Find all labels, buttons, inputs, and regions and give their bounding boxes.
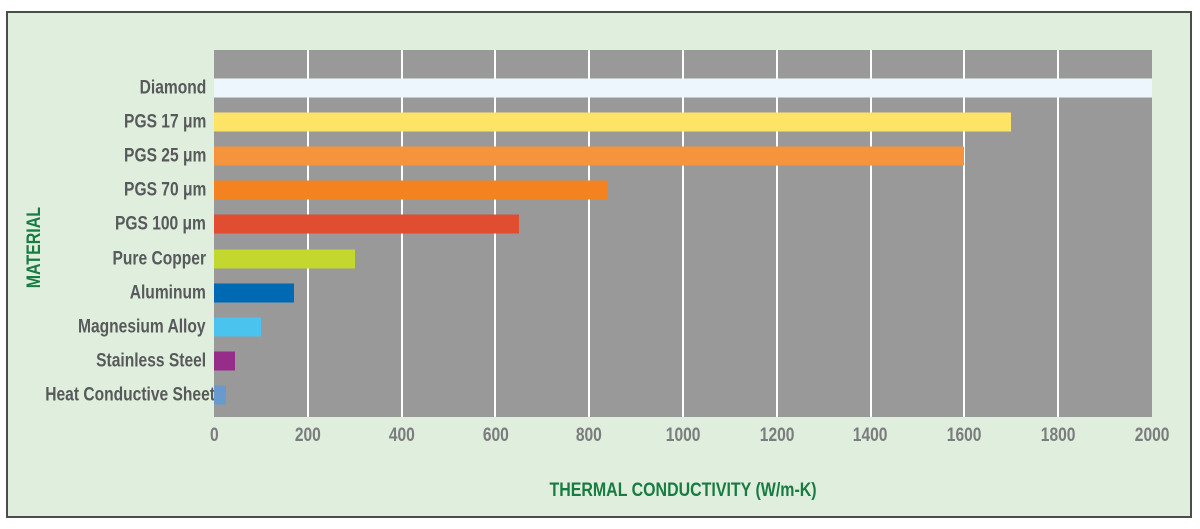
tick-label-text: 400 <box>388 425 415 446</box>
bar-row: PGS 100 μm <box>8 207 1152 241</box>
category-label: PGS 100 μm <box>8 215 206 234</box>
tick-label-text: 1400 <box>853 425 888 446</box>
category-label: Heat Conductive Sheet <box>8 385 215 404</box>
x-axis-ticks: 0 200 400 600 800 1000 1200 1400 1600 1800 2000 <box>8 425 1194 449</box>
bar-row: Pure Copper <box>8 241 1152 275</box>
bar-row: Magnesium Alloy <box>8 310 1152 344</box>
tick-label-text: 1000 <box>665 425 701 446</box>
bar <box>214 385 226 405</box>
bar <box>214 283 294 303</box>
bar-row: Diamond <box>8 71 1152 105</box>
bar-row: Stainless Steel <box>8 344 1152 378</box>
tick-label-text: 1200 <box>759 425 795 446</box>
category-label: PGS 70 μm <box>8 181 206 200</box>
tick-label-text: 800 <box>576 425 603 446</box>
bar <box>214 317 261 337</box>
category-label-text: PGS 70 μm <box>123 179 206 201</box>
tick-label: 1600 <box>919 425 1009 447</box>
bar-row: PGS 25 μm <box>8 139 1152 173</box>
gridline-1400 <box>869 50 872 417</box>
category-label-text: Aluminum <box>129 282 206 304</box>
gridline-1200 <box>775 50 778 417</box>
tick-label: 1800 <box>1013 425 1103 447</box>
tick-label-text: 1800 <box>1040 425 1076 446</box>
category-label: Diamond <box>8 79 206 98</box>
tick-label-text: 2000 <box>1134 425 1170 446</box>
tick-label-text: 200 <box>294 425 321 446</box>
category-label: Stainless Steel <box>8 351 206 370</box>
bar-row: PGS 70 μm <box>8 173 1152 207</box>
category-label-text: PGS 100 μm <box>115 213 206 235</box>
category-label: PGS 25 μm <box>8 147 206 166</box>
bar <box>214 249 355 269</box>
bar <box>214 351 236 371</box>
tick-label: 1200 <box>732 425 822 447</box>
category-label-text: PGS 17 μm <box>123 111 206 133</box>
category-label-text: Stainless Steel <box>96 350 206 372</box>
tick-label: 200 <box>263 425 353 447</box>
gridline-800 <box>588 50 591 417</box>
bar-rows: Diamond PGS 17 μm PGS 25 μm PGS 70 μm PGS 10… <box>8 50 1152 417</box>
tick-label-text: 600 <box>482 425 509 446</box>
tick-label: 1000 <box>638 425 728 447</box>
category-label-text: Pure Copper <box>112 248 206 270</box>
tick-label: 800 <box>544 425 634 447</box>
x-axis-title: THERMAL CONDUCTIVITY (W/m-K) <box>443 480 923 502</box>
x-axis-title-text: THERMAL CONDUCTIVITY (W/m-K) <box>549 480 817 501</box>
bar <box>214 214 519 234</box>
category-label-text: Diamond <box>139 77 206 99</box>
tick-label: 400 <box>357 425 447 447</box>
bar-row: Heat Conductive Sheet <box>8 378 1152 412</box>
chart-body: Diamond PGS 17 μm PGS 25 μm PGS 70 μm PGS 10… <box>8 50 1152 417</box>
tick-label-text: 0 <box>209 425 219 446</box>
gridline-1600 <box>963 50 966 417</box>
tick-label: 2000 <box>1107 425 1197 447</box>
bar <box>214 146 965 166</box>
category-label: Pure Copper <box>8 249 206 268</box>
chart-panel: MATERIAL Diamond PGS 17 μm PGS 25 μm PGS 70… <box>6 11 1192 518</box>
bar-row: Aluminum <box>8 276 1152 310</box>
category-label: PGS 17 μm <box>8 113 206 132</box>
category-label: Aluminum <box>8 283 206 302</box>
gridline-1000 <box>682 50 684 417</box>
bar <box>214 78 1152 98</box>
bar <box>214 180 608 200</box>
tick-label-text: 1600 <box>947 425 982 446</box>
category-label-text: Heat Conductive Sheet <box>45 384 215 406</box>
tick-label: 1400 <box>826 425 916 447</box>
category-label: Magnesium Alloy <box>8 317 206 336</box>
category-label-text: Magnesium Alloy <box>78 316 206 338</box>
bar-row: PGS 17 μm <box>8 105 1152 139</box>
gridline-1800 <box>1057 50 1060 417</box>
bar <box>214 112 1012 132</box>
tick-label: 600 <box>450 425 540 447</box>
tick-label: 0 <box>169 425 259 447</box>
category-label-text: PGS 25 μm <box>123 145 206 167</box>
